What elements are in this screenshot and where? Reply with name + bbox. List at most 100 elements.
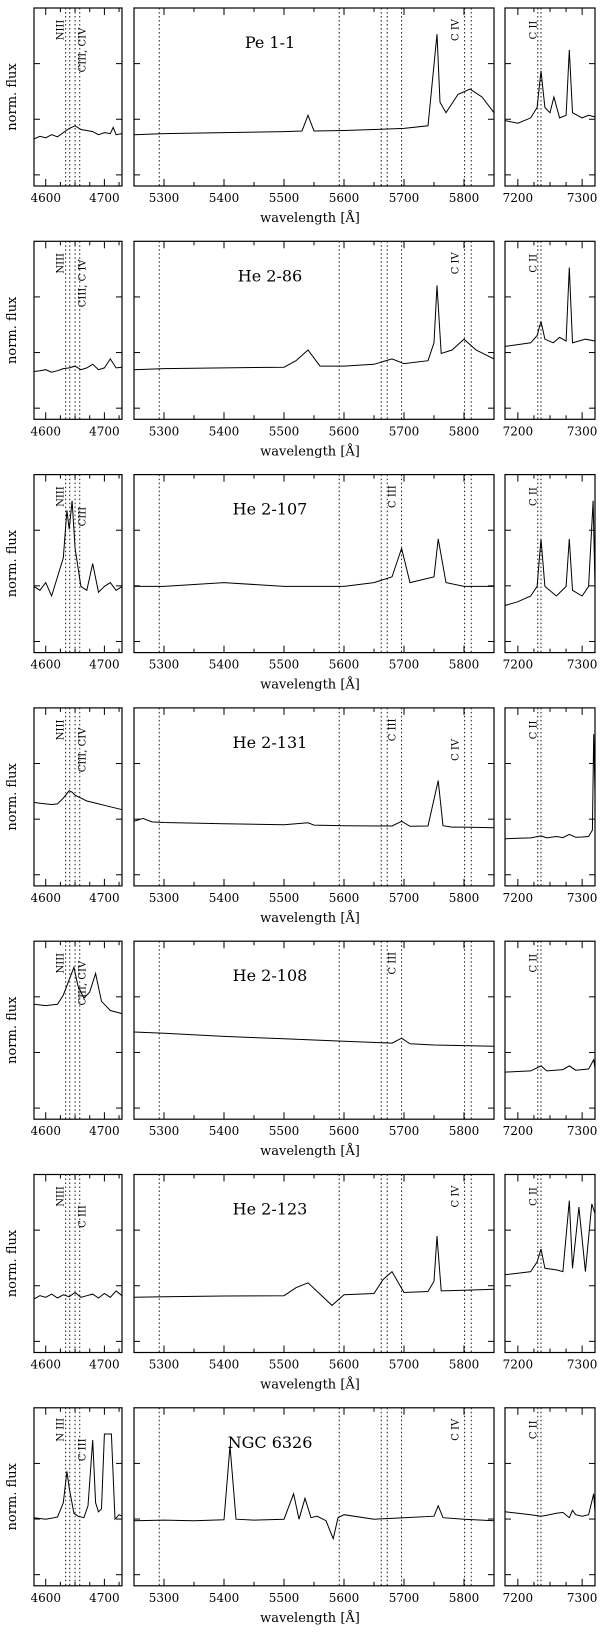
x-tick-label: 7300 bbox=[567, 658, 598, 672]
spectrum-line bbox=[133, 285, 495, 371]
x-tick-label: 5800 bbox=[449, 1591, 480, 1605]
line-id-label: C IV bbox=[451, 252, 462, 275]
line-id-label: C II bbox=[529, 487, 540, 506]
x-tick-label: 5400 bbox=[209, 1591, 240, 1605]
x-tick-label: 5700 bbox=[389, 191, 420, 205]
x-tick-label: 4700 bbox=[89, 424, 120, 438]
spectrum-line bbox=[504, 49, 596, 124]
x-tick-label: 7200 bbox=[503, 891, 534, 905]
line-id-label: CIII, C IV bbox=[78, 259, 89, 308]
spectrum-line bbox=[33, 125, 123, 140]
axes-frame bbox=[504, 240, 596, 420]
axes-frame bbox=[504, 7, 596, 187]
line-id-label: NIII bbox=[55, 486, 66, 507]
line-id-label: C III bbox=[78, 1205, 89, 1228]
axes-frame bbox=[504, 940, 596, 1120]
object-name: He 2-108 bbox=[233, 966, 308, 985]
x-tick-label: 5400 bbox=[209, 1358, 240, 1372]
x-tick-label: 4600 bbox=[30, 891, 61, 905]
spectrum-line bbox=[33, 357, 123, 373]
x-tick-label: 5500 bbox=[269, 1591, 300, 1605]
x-tick-label: 5300 bbox=[149, 658, 180, 672]
axes-frame bbox=[33, 1173, 123, 1354]
line-id-label: C IV bbox=[451, 18, 462, 41]
axes-frame bbox=[33, 7, 123, 187]
x-tick-label: 5600 bbox=[329, 891, 360, 905]
spectrum-line bbox=[134, 538, 494, 587]
line-id-label: C II bbox=[529, 720, 540, 739]
spectrum-line bbox=[33, 965, 123, 1015]
line-id-label: C III bbox=[388, 719, 399, 742]
x-tick-label: 7300 bbox=[567, 891, 598, 905]
line-id-label: C IV bbox=[451, 1418, 462, 1441]
y-axis-label: norm. flux bbox=[5, 529, 20, 597]
x-tick-label: 5400 bbox=[209, 191, 240, 205]
spectrum-line bbox=[504, 267, 596, 347]
object-name: He 2-123 bbox=[233, 1200, 308, 1219]
object-name: NGC 6326 bbox=[228, 1433, 313, 1452]
object-name: Pe 1-1 bbox=[245, 33, 295, 52]
spectrum-line bbox=[33, 500, 123, 598]
x-tick-label: 7200 bbox=[503, 1358, 534, 1372]
spectrum-line bbox=[504, 500, 596, 606]
x-tick-label: 5600 bbox=[329, 1591, 360, 1605]
x-tick-label: 7200 bbox=[503, 1591, 534, 1605]
spectrum-panel: norm. flux 4600 4700 NIII CIII, CIV 5300 5400 5… bbox=[5, 7, 598, 226]
x-tick-label: 4600 bbox=[30, 1358, 61, 1372]
line-id-label: CIII bbox=[78, 507, 89, 527]
axes-frame bbox=[33, 707, 123, 887]
x-tick-label: 5500 bbox=[269, 1124, 300, 1138]
x-tick-label: 7200 bbox=[503, 658, 534, 672]
x-tick-label: 5300 bbox=[149, 1591, 180, 1605]
axes-frame bbox=[504, 474, 596, 654]
spectrum-panel: norm. flux 4600 4700 NIII C III 5300 5400 5500 5… bbox=[5, 1173, 597, 1393]
x-tick-label: 5700 bbox=[389, 1358, 420, 1372]
line-id-label: C IV bbox=[451, 738, 462, 761]
x-axis-label: wavelength [Å] bbox=[260, 1143, 360, 1159]
spectrum-panel: norm. flux 4600 4700 NIII CIII 5300 5400 5500 56… bbox=[5, 474, 598, 693]
spectrum-line bbox=[133, 34, 495, 136]
line-id-label: NIII bbox=[55, 253, 66, 274]
x-tick-label: 4600 bbox=[30, 191, 61, 205]
y-axis-label: norm. flux bbox=[5, 1229, 20, 1297]
spectrum-panel: norm. flux 4600 4700 NIII CIII, CIV 5300 5400 5… bbox=[5, 940, 598, 1159]
x-tick-label: 4700 bbox=[89, 1124, 120, 1138]
x-axis-label: wavelength [Å] bbox=[260, 443, 360, 459]
axes-frame bbox=[133, 1173, 495, 1354]
x-tick-label: 5300 bbox=[149, 891, 180, 905]
x-tick-label: 5300 bbox=[149, 191, 180, 205]
x-tick-label: 7200 bbox=[503, 1124, 534, 1138]
x-tick-label: 5300 bbox=[149, 1124, 180, 1138]
axes-frame bbox=[33, 940, 123, 1120]
y-axis-label: norm. flux bbox=[5, 63, 20, 131]
x-tick-label: 5400 bbox=[209, 424, 240, 438]
axes-frame bbox=[33, 474, 123, 654]
axes-frame bbox=[504, 1407, 596, 1587]
x-tick-label: 5600 bbox=[329, 1124, 360, 1138]
line-id-label: CIII, CIV bbox=[78, 960, 89, 1005]
line-id-label: C II bbox=[529, 1187, 540, 1206]
line-id-label: C II bbox=[529, 21, 540, 40]
line-id-label: CIII, CIV bbox=[78, 27, 89, 72]
axes-frame bbox=[133, 1407, 495, 1587]
x-tick-label: 4700 bbox=[89, 1591, 120, 1605]
axes-frame bbox=[133, 474, 495, 654]
x-tick-label: 5500 bbox=[269, 1358, 300, 1372]
axes-frame bbox=[504, 707, 596, 887]
x-tick-label: 5800 bbox=[449, 1358, 480, 1372]
y-axis-label: norm. flux bbox=[5, 1462, 20, 1530]
x-tick-label: 5600 bbox=[329, 424, 360, 438]
x-tick-label: 7300 bbox=[567, 424, 598, 438]
x-tick-label: 5800 bbox=[449, 191, 480, 205]
x-tick-label: 5400 bbox=[209, 658, 240, 672]
x-tick-label: 4600 bbox=[30, 1591, 61, 1605]
line-id-label: NIII bbox=[55, 1186, 66, 1207]
spectrum-line bbox=[504, 734, 596, 840]
x-axis-label: wavelength [Å] bbox=[260, 1377, 360, 1393]
x-axis-label: wavelength [Å] bbox=[260, 677, 360, 693]
line-id-label: NIII bbox=[55, 20, 66, 41]
x-tick-label: 7300 bbox=[567, 1124, 598, 1138]
x-tick-label: 7300 bbox=[567, 191, 598, 205]
x-tick-label: 5600 bbox=[329, 658, 360, 672]
x-tick-label: 5500 bbox=[269, 891, 300, 905]
